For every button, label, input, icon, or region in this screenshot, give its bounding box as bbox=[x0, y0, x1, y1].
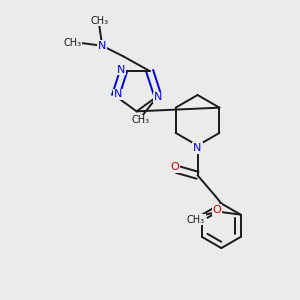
Text: N: N bbox=[114, 89, 122, 100]
Text: CH₃: CH₃ bbox=[132, 115, 150, 125]
Text: O: O bbox=[170, 162, 179, 172]
Text: CH₃: CH₃ bbox=[90, 16, 108, 26]
Text: CH₃: CH₃ bbox=[187, 215, 205, 225]
Text: N: N bbox=[117, 64, 125, 74]
Text: N: N bbox=[154, 92, 162, 102]
Text: CH₃: CH₃ bbox=[63, 38, 82, 48]
Text: N: N bbox=[98, 41, 106, 51]
Text: N: N bbox=[194, 143, 202, 153]
Text: O: O bbox=[212, 205, 221, 215]
